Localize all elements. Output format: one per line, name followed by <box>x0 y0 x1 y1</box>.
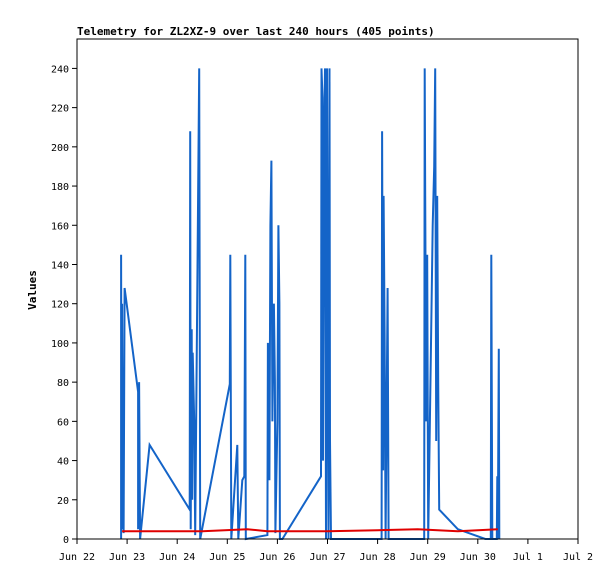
y-tick-label: 60 <box>57 417 69 428</box>
x-tick-label: Jun 29 <box>410 552 446 563</box>
x-tick-label: Jun 27 <box>309 552 345 563</box>
y-tick-label: 40 <box>57 457 69 468</box>
x-tick-label: Jun 30 <box>460 552 496 563</box>
y-tick-label: 100 <box>51 339 69 350</box>
y-tick-label: 80 <box>57 378 69 389</box>
x-tick-label: Jun 23 <box>109 552 145 563</box>
chart-title: Telemetry for ZL2XZ-9 over last 240 hour… <box>77 25 435 38</box>
y-tick-label: 140 <box>51 260 69 271</box>
y-axis-label: Values <box>26 270 39 310</box>
y-tick-label: 220 <box>51 104 69 115</box>
axes: 0 20 40 60 80 100 120 140 160 180 200 220 240 Jun 22 J… <box>51 38 593 563</box>
x-tick-label: Jul 1 <box>513 552 543 563</box>
x-tick-label: Jun 24 <box>159 552 195 563</box>
y-tick-label: 240 <box>51 64 69 75</box>
y-tick-label: 20 <box>57 496 69 507</box>
x-tick-label: Jun 28 <box>360 552 396 563</box>
x-tick-label: Jun 25 <box>209 552 245 563</box>
x-tick-label: Jun 26 <box>259 552 295 563</box>
y-tick-label: 180 <box>51 182 69 193</box>
series-line-2 <box>122 528 498 533</box>
y-tick-label: 200 <box>51 143 69 154</box>
x-tick-label: Jul 2 <box>563 552 593 563</box>
y-tick-label: 0 <box>63 535 69 546</box>
y-tick-label: 160 <box>51 221 69 232</box>
y-tick-label: 120 <box>51 300 69 311</box>
x-tick-label: Jun 22 <box>59 552 95 563</box>
